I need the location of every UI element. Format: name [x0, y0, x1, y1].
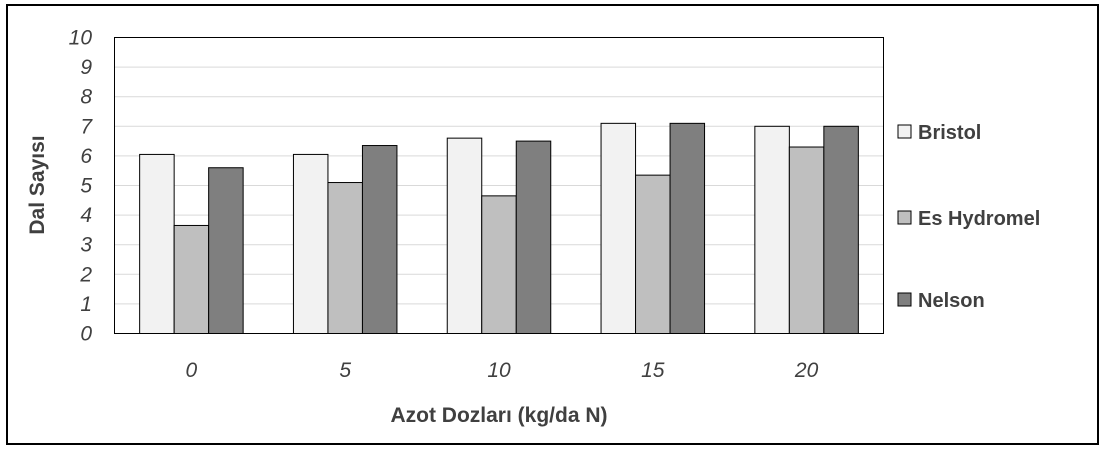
legend-swatch-nelson: [898, 293, 911, 306]
x-tick-label: 0: [186, 359, 198, 382]
y-tick-label: 6: [80, 145, 92, 168]
bar-nelson-20: [824, 126, 859, 333]
bar-nelson-15: [670, 123, 705, 333]
x-tick-label: 10: [487, 359, 511, 382]
legend-label-es-hydromel: Es Hydromel: [918, 208, 1040, 230]
y-tick-label: 7: [80, 115, 93, 138]
bar-bristol-0: [140, 154, 175, 333]
bar-nelson-10: [516, 141, 551, 333]
legend-label-nelson: Nelson: [918, 290, 985, 312]
bar-bristol-5: [293, 154, 328, 333]
x-tick-label: 20: [794, 359, 819, 382]
x-tick-label: 5: [339, 359, 351, 382]
y-tick-label: 5: [80, 175, 92, 198]
y-tick-label: 8: [80, 86, 92, 109]
bar-nelson-0: [209, 168, 244, 334]
y-axis-title: Dal Sayısı: [26, 135, 49, 234]
bar-es-hydromel-10: [482, 196, 517, 334]
bar-nelson-5: [362, 146, 397, 334]
bar-bristol-15: [601, 123, 636, 333]
bar-es-hydromel-15: [636, 175, 671, 333]
y-tick-label: 2: [79, 263, 92, 286]
y-tick-label: 9: [80, 56, 92, 79]
x-tick-label: 15: [641, 359, 665, 382]
legend: Bristol Es Hydromel Nelson: [898, 122, 1040, 312]
legend-label-bristol: Bristol: [918, 122, 981, 144]
bar-bristol-20: [755, 126, 790, 333]
legend-swatch-es-hydromel: [898, 211, 911, 224]
y-tick-label: 10: [69, 27, 93, 50]
bars: [140, 123, 859, 333]
x-tick-labels: 0 5 10 15 20: [186, 359, 819, 382]
x-axis-title: Azot Dozları (kg/da N): [390, 404, 607, 427]
y-tick-label: 3: [80, 234, 92, 257]
y-tick-label: 1: [80, 293, 92, 316]
bar-es-hydromel-0: [174, 225, 209, 333]
y-tick-label: 4: [80, 204, 92, 227]
y-tick-label: 0: [80, 323, 92, 346]
bar-es-hydromel-5: [328, 183, 363, 334]
bar-es-hydromel-20: [789, 147, 824, 333]
legend-swatch-bristol: [898, 125, 911, 138]
y-tick-labels: 0 1 2 3 4 5 6 7 8 9 10: [69, 27, 94, 346]
bar-bristol-10: [447, 138, 482, 333]
